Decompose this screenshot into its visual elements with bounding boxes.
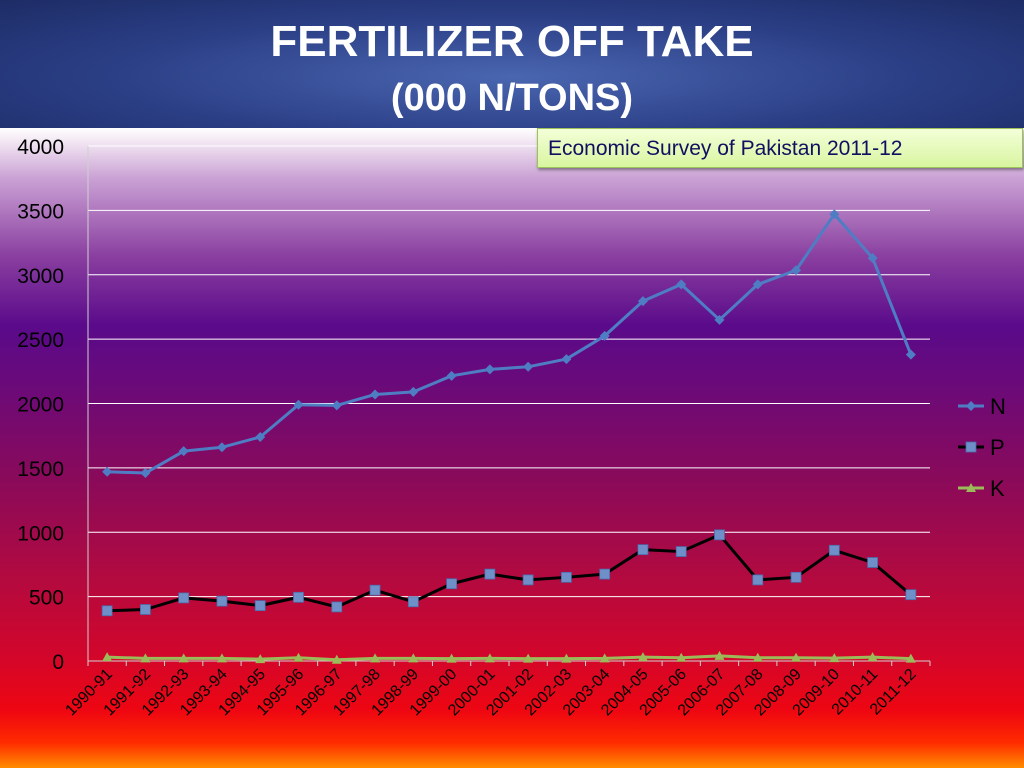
data-point-P (828, 544, 840, 556)
data-point-P (790, 571, 802, 583)
data-point-N (752, 279, 763, 290)
data-point-P (522, 574, 534, 586)
y-tick-label: 2500 (17, 329, 64, 352)
data-point-P (331, 601, 343, 613)
source-note-box: Economic Survey of Pakistan 2011-12 (537, 128, 1023, 168)
data-point-K (102, 652, 113, 662)
legend-label-N: N (990, 394, 1006, 419)
data-point-N (867, 253, 878, 264)
data-point-K (905, 653, 916, 663)
y-tick-label: 3000 (17, 265, 64, 288)
data-point-K (676, 652, 687, 662)
data-point-K (216, 653, 227, 663)
data-point-N (293, 399, 304, 410)
data-point-N (140, 468, 151, 479)
data-point-P (407, 596, 419, 608)
chart-title: FERTILIZER OFF TAKE (270, 17, 754, 66)
data-point-N (523, 361, 534, 372)
data-point-P (101, 605, 113, 617)
legend-marker-P (965, 441, 977, 453)
data-point-N (791, 265, 802, 276)
data-point-N (102, 466, 113, 477)
data-point-N (676, 279, 687, 290)
data-point-N (829, 209, 840, 220)
data-point-K (867, 652, 878, 662)
data-point-P (867, 557, 878, 568)
data-point-N (178, 446, 189, 457)
data-point-N (714, 314, 725, 325)
data-point-N (370, 389, 381, 400)
legend-label-K: K (990, 476, 1005, 501)
data-point-K (523, 653, 534, 663)
legend-marker-N (966, 401, 976, 411)
data-point-P (216, 595, 228, 607)
data-point-K (714, 650, 725, 660)
data-point-N (255, 431, 266, 442)
data-point-P (637, 544, 649, 556)
data-point-N (905, 349, 916, 360)
data-point-K (561, 653, 572, 663)
data-point-K (408, 653, 419, 663)
data-point-N (637, 296, 648, 307)
chart-subtitle: (000 N/TONS) (390, 77, 634, 119)
data-point-P (484, 568, 496, 580)
data-point-K (829, 653, 840, 663)
legend-marker-K (966, 483, 976, 492)
y-tick-label: 2000 (17, 394, 64, 417)
y-tick-label: 0 (52, 651, 64, 674)
series-line-K (107, 654, 911, 662)
data-point-K (178, 653, 189, 663)
data-point-K (446, 653, 457, 663)
data-point-P (178, 592, 190, 604)
data-point-K (752, 652, 763, 662)
y-tick-label: 3500 (17, 200, 64, 223)
data-point-P (599, 568, 611, 580)
source-note: Economic Survey of Pakistan 2011-12 (548, 137, 903, 160)
data-point-P (905, 589, 917, 601)
data-point-N (484, 364, 495, 375)
data-point-P (752, 574, 764, 586)
data-point-P (561, 571, 572, 583)
data-point-K (331, 654, 342, 664)
y-tick-label: 500 (29, 587, 64, 610)
data-point-N (446, 370, 457, 381)
data-point-P (714, 529, 725, 541)
data-point-N (408, 386, 419, 397)
title-banner: FERTILIZER OFF TAKE (000 N/TONS) (0, 0, 1024, 128)
data-point-P (140, 604, 151, 615)
y-tick-label: 1500 (17, 458, 64, 481)
series-line-P (107, 533, 912, 613)
data-point-K (370, 653, 381, 663)
data-point-K (255, 654, 266, 664)
data-point-K (637, 652, 648, 662)
data-point-P (446, 578, 457, 590)
data-point-K (484, 653, 495, 663)
data-point-P (369, 584, 381, 596)
data-point-N (331, 400, 342, 411)
data-point-N (561, 354, 572, 365)
y-tick-label: 4000 (17, 136, 64, 159)
series-line-N (107, 212, 913, 475)
data-point-N (599, 330, 610, 341)
data-point-K (293, 652, 304, 662)
y-tick-label: 1000 (17, 522, 64, 545)
data-point-P (675, 546, 687, 557)
data-point-K (599, 653, 610, 663)
data-point-P (254, 600, 266, 612)
legend-label-P: P (990, 435, 1005, 460)
data-point-K (791, 652, 802, 662)
data-point-N (216, 442, 227, 453)
data-point-K (140, 653, 151, 663)
data-point-P (293, 591, 304, 603)
